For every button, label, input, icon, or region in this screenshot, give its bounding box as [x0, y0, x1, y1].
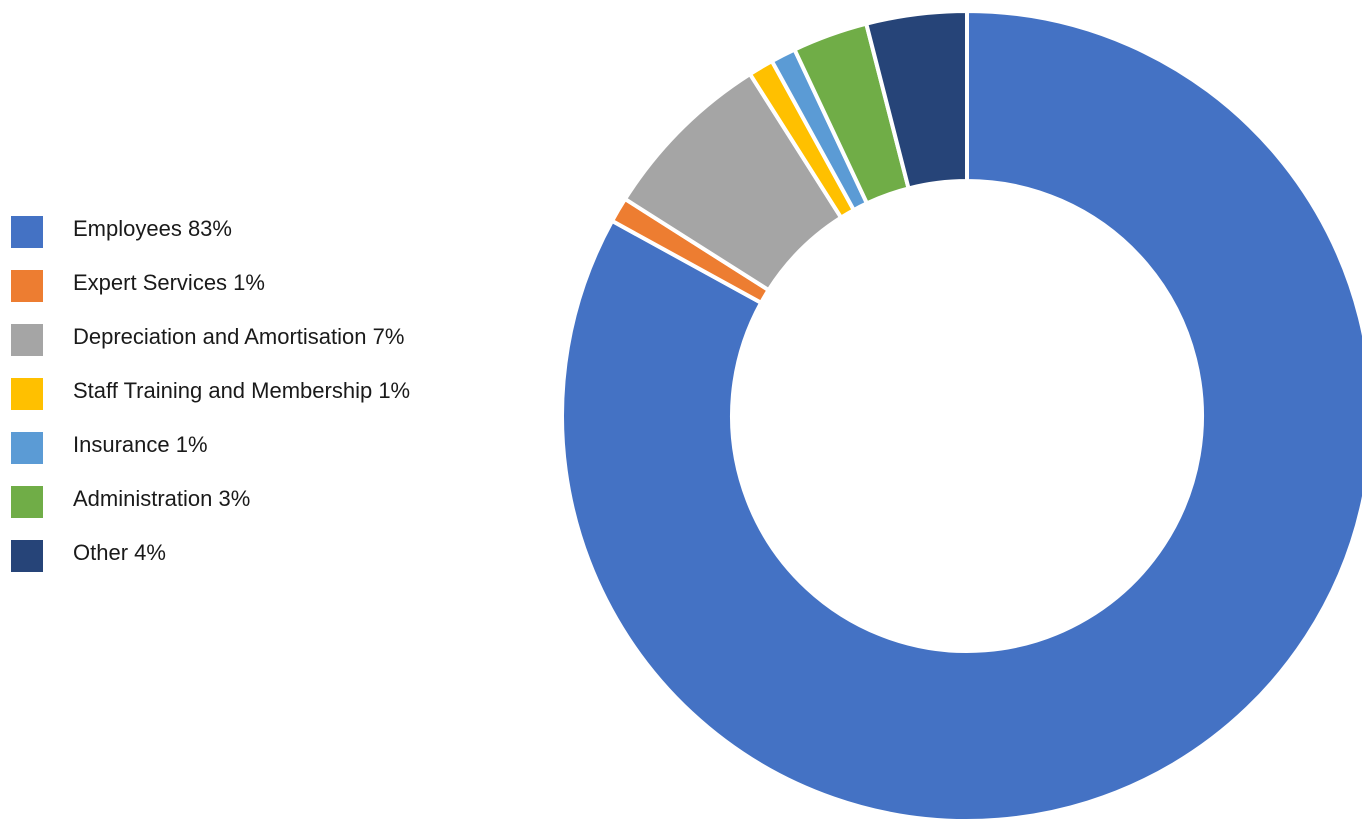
legend-label-administration: Administration 3%	[73, 486, 251, 511]
legend-item-other: Other 4%	[11, 534, 531, 572]
legend-swatch-depreciation	[11, 324, 43, 356]
legend-item-administration: Administration 3%	[11, 480, 531, 518]
legend-item-staff-training: Staff Training and Membership 1%	[11, 372, 531, 410]
legend-item-insurance: Insurance 1%	[11, 426, 531, 464]
donut-slice-other	[864, 9, 969, 191]
donut-slice-employees	[560, 9, 1362, 821]
legend-swatch-other	[11, 540, 43, 572]
legend-item-employees: Employees 83%	[11, 210, 531, 248]
legend-label-employees: Employees 83%	[73, 216, 232, 241]
chart-legend: Employees 83% Expert Services 1% Depreci…	[11, 210, 531, 588]
legend-item-depreciation: Depreciation and Amortisation 7%	[11, 318, 531, 356]
legend-label-depreciation: Depreciation and Amortisation 7%	[73, 324, 405, 349]
legend-label-other: Other 4%	[73, 540, 166, 565]
legend-label-staff-training: Staff Training and Membership 1%	[73, 378, 411, 403]
legend-label-expert-services: Expert Services 1%	[73, 270, 265, 295]
legend-swatch-employees	[11, 216, 43, 248]
legend-label-insurance: Insurance 1%	[73, 432, 208, 457]
legend-swatch-staff-training	[11, 378, 43, 410]
legend-swatch-insurance	[11, 432, 43, 464]
legend-swatch-administration	[11, 486, 43, 518]
legend-item-expert-services: Expert Services 1%	[11, 264, 531, 302]
legend-swatch-expert-services	[11, 270, 43, 302]
